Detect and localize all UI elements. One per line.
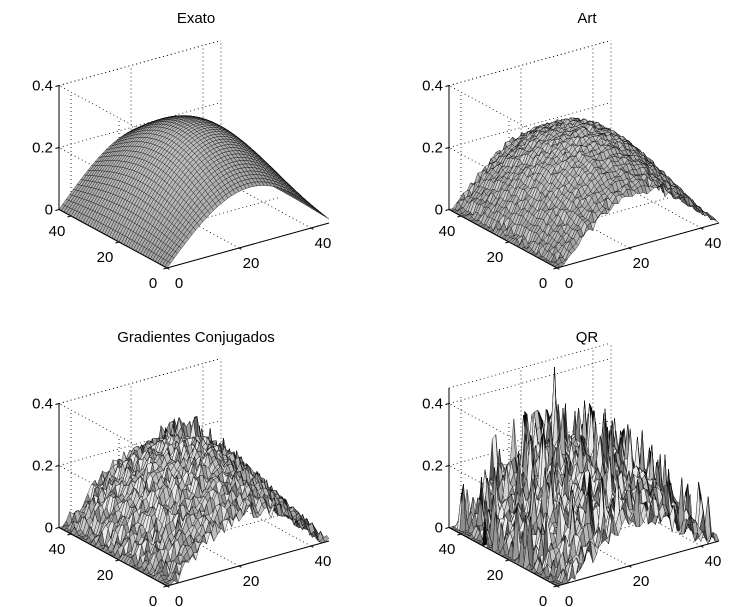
- z-tick-label: 0.2: [422, 140, 443, 157]
- surface-patch: [322, 214, 330, 220]
- tick-mark: [55, 147, 60, 149]
- subplot-title: Exato: [177, 10, 215, 27]
- grid-line: [58, 358, 222, 404]
- tick-mark: [238, 247, 242, 250]
- surface-patch: [712, 216, 720, 224]
- tick-mark: [445, 147, 450, 149]
- z-tick-label: 0: [435, 202, 443, 219]
- tick-mark: [556, 267, 560, 270]
- grid-line: [448, 40, 612, 86]
- subplot-1: 0 20 40 0 20 40 0 0.2 0.4 Exato: [32, 10, 331, 292]
- tick-mark: [628, 247, 632, 250]
- tick-mark: [700, 227, 704, 230]
- y-axis-line: [58, 209, 168, 269]
- grid-line: [592, 169, 702, 229]
- grid-line: [58, 40, 222, 86]
- grid-line: [448, 102, 612, 148]
- tick-mark: [163, 267, 168, 270]
- x-tick-label: 20: [633, 255, 650, 272]
- z-tick-label: 0.4: [32, 78, 53, 95]
- x-tick-label: 40: [315, 235, 332, 252]
- tick-mark: [67, 215, 72, 218]
- tick-mark: [445, 85, 450, 87]
- y-tick-label: 0: [539, 275, 547, 292]
- y-tick-label: 40: [439, 223, 456, 240]
- z-tick-label: 0: [45, 202, 53, 219]
- subplot-2: 0 20 40 0 20 40 0 0.2 0.4 Art: [422, 10, 721, 292]
- tick-mark: [310, 227, 314, 230]
- grid-line: [520, 189, 630, 249]
- tick-mark: [457, 215, 462, 218]
- tick-mark: [55, 209, 60, 211]
- tick-mark: [55, 85, 60, 87]
- y-tick-label: 40: [49, 223, 66, 240]
- subplot-title: Art: [577, 10, 597, 27]
- surface-patch: [91, 479, 98, 486]
- grid-line: [58, 102, 222, 148]
- grid-line: [130, 189, 240, 249]
- tick-mark: [115, 241, 120, 244]
- x-tick-label: 0: [175, 275, 183, 292]
- x-tick-label: 40: [705, 235, 722, 252]
- z-tick-label: 0.2: [32, 140, 53, 157]
- x-tick-label: 0: [565, 275, 573, 292]
- tick-mark: [505, 241, 510, 244]
- y-tick-label: 20: [487, 249, 504, 266]
- tick-mark: [445, 209, 450, 211]
- x-axis-line: [166, 222, 330, 269]
- tick-mark: [553, 267, 558, 270]
- tick-mark: [166, 267, 170, 270]
- z-tick-label: 0.4: [422, 78, 443, 95]
- y-tick-label: 0: [149, 275, 157, 292]
- y-tick-label: 20: [97, 249, 114, 266]
- grid-line: [202, 169, 312, 229]
- x-tick-label: 20: [243, 255, 260, 272]
